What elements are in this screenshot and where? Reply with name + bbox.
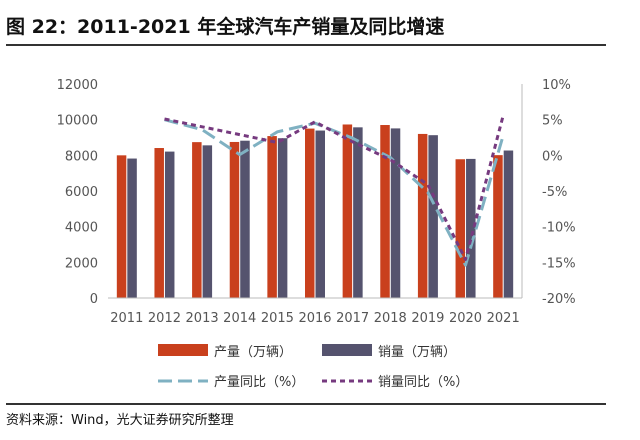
source-note: 资料来源：Wind，光大证券研究所整理 — [6, 413, 234, 428]
title-divider — [6, 44, 606, 46]
bar-sales — [428, 135, 438, 298]
bar-sales — [503, 150, 514, 298]
y-right-tick-label: -15% — [542, 256, 576, 271]
bar-production — [229, 141, 240, 298]
y-left-tick-label: 10000 — [57, 114, 98, 129]
legend-sales-yoy-label: 销量同比（%） — [378, 375, 468, 390]
x-tick-label: 2013 — [186, 311, 219, 326]
y-left-tick-label: 4000 — [65, 221, 98, 236]
bar-production — [455, 159, 466, 298]
bar-production — [305, 128, 315, 298]
y-left-tick-label: 0 — [90, 292, 98, 307]
y-right-tick-label: -20% — [542, 292, 576, 307]
x-tick-label: 2016 — [298, 311, 331, 326]
bar-production — [116, 155, 127, 298]
bar-sales — [127, 158, 137, 298]
x-tick-label: 2019 — [411, 311, 444, 326]
bar-sales — [466, 158, 476, 298]
bar-production — [380, 125, 390, 299]
y-right-tick-label: 10% — [542, 78, 571, 93]
y-left-tick-label: 12000 — [57, 78, 98, 93]
bar-sales — [353, 127, 363, 299]
y-right-tick-label: 5% — [542, 114, 563, 129]
y-right-tick-label: 0% — [542, 149, 563, 164]
line-sales-yoy — [164, 115, 505, 261]
chart-title: 图 22：2011-2021 年全球汽车产销量及同比增速 — [6, 16, 445, 38]
bar-sales — [202, 145, 213, 298]
x-tick-label: 2015 — [261, 311, 294, 326]
bar-sales — [315, 130, 325, 298]
x-tick-label: 2014 — [223, 311, 256, 326]
chart: 0 2000 4000 6000 8000 10000 12000 -20% -15% -10% -… — [57, 78, 576, 390]
line-production-yoy — [164, 118, 505, 267]
bar-production — [342, 124, 353, 299]
bar-sales — [390, 128, 401, 298]
legend-production-swatch — [158, 344, 208, 356]
y-right-tick-label: -10% — [542, 221, 576, 236]
bar-production — [267, 136, 277, 298]
x-tick-label: 2021 — [487, 311, 520, 326]
x-tick-label: 2012 — [148, 311, 181, 326]
bar-production — [493, 155, 503, 298]
legend-sales-swatch — [322, 344, 372, 356]
x-tick-label: 2017 — [336, 311, 369, 326]
bar-production — [192, 142, 202, 298]
y-left-tick-label: 8000 — [65, 149, 98, 164]
bar-sales — [240, 140, 250, 298]
x-tick-label: 2018 — [374, 311, 407, 326]
legend-production-yoy-label: 产量同比（%） — [214, 375, 304, 390]
bar-production — [417, 133, 428, 298]
x-tick-label: 2020 — [449, 311, 482, 326]
bar-sales — [277, 138, 288, 298]
legend-production-label: 产量（万辆） — [214, 345, 292, 360]
bar-production — [154, 148, 164, 298]
legend-sales-label: 销量（万辆） — [378, 345, 456, 360]
y-left-tick-label: 2000 — [65, 256, 98, 271]
footer-divider — [6, 403, 606, 405]
y-right-tick-label: -5% — [542, 185, 567, 200]
x-tick-label: 2011 — [110, 311, 143, 326]
y-left-tick-label: 6000 — [65, 185, 98, 200]
bar-sales — [164, 151, 175, 298]
